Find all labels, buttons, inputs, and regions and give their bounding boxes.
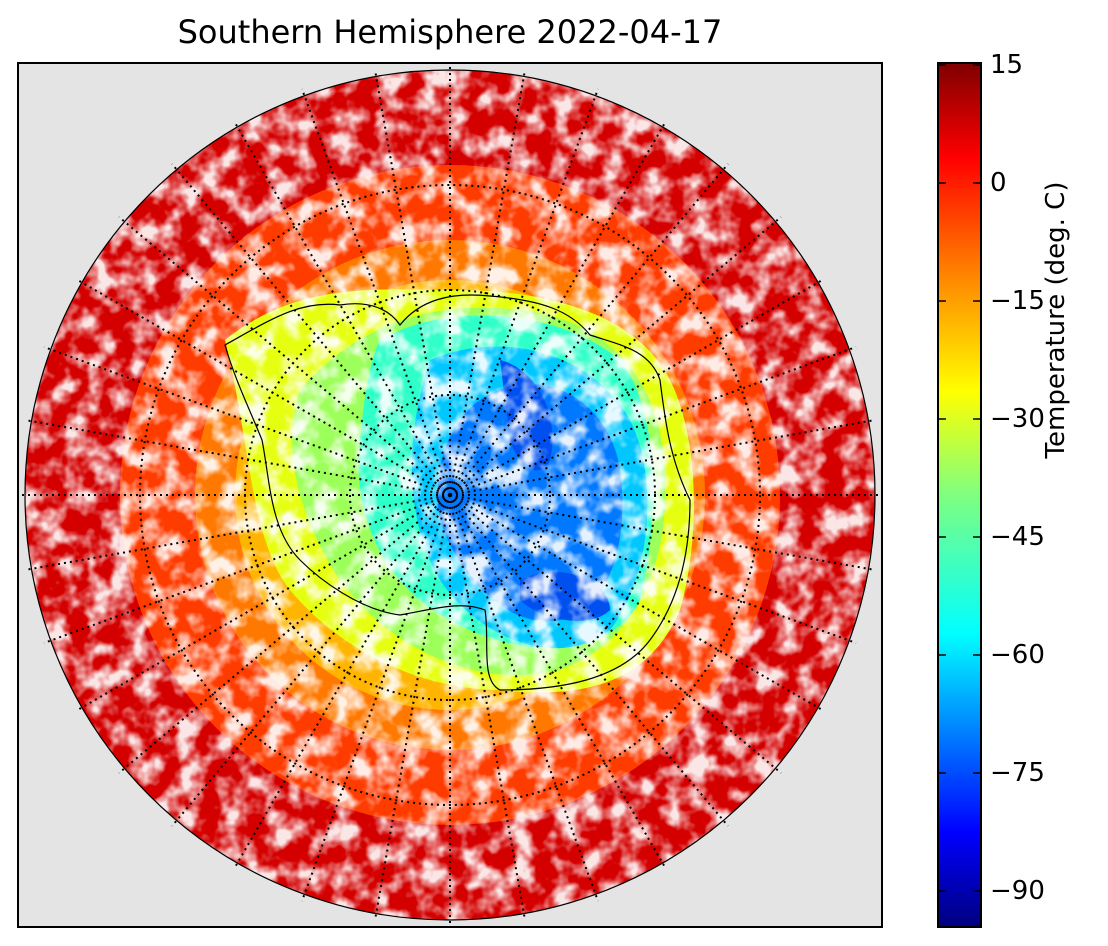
colorbar-tick-label: 15 [990,50,1024,80]
colorbar [937,62,982,928]
colorbar-label-wrap: Temperature (deg. C) [1041,182,1086,459]
colorbar-ticks [938,64,981,892]
colorbar-tick-label: 0 [990,168,1007,198]
map-frame [17,62,883,928]
antarctica-coastline [224,294,691,691]
colorbar-tick-label: −30 [990,404,1045,434]
graticule [18,63,882,927]
map-title: Southern Hemisphere 2022-04-17 [177,13,723,51]
colorbar-tick-label: −90 [990,876,1045,906]
colorbar-tick-label: −60 [990,640,1045,670]
colorbar-tick-label: −15 [990,286,1045,316]
colorbar-tick-label: −75 [990,758,1045,788]
colorbar-tick-label: −45 [990,522,1045,552]
colorbar-label: Temperature (deg. C) [1041,181,1071,459]
